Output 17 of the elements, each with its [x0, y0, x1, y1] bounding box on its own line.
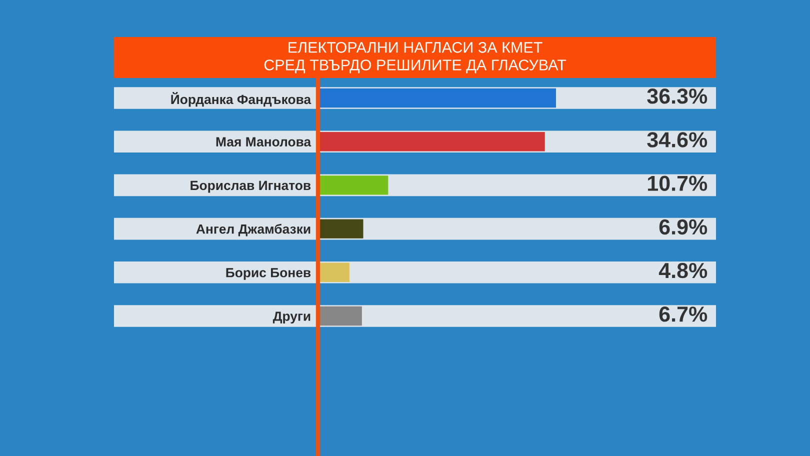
data-label: 36.3%	[647, 88, 708, 104]
bar	[318, 176, 388, 195]
y-tick-label: Мая Манолова	[216, 137, 312, 147]
data-label: 6.7%	[659, 306, 708, 322]
data-label: 10.7%	[648, 176, 708, 191]
data-label: 6.9%	[659, 219, 708, 235]
y-tick-label: Йорданка Фандъкова	[171, 92, 312, 107]
y-tick-label: Други	[272, 312, 310, 324]
y-tick-label: Борислав Игнатов	[190, 180, 311, 193]
y-tick-label: Борис Бонев	[226, 268, 311, 280]
bar	[318, 219, 364, 238]
y-tick-label: Ангел Джамбазки	[196, 224, 310, 236]
data-label: 34.6%	[647, 132, 708, 148]
data-label: 4.8%	[658, 262, 708, 278]
chart-title: ЕЛЕКТОРАЛНИ НАГЛАСИ ЗА КМЕТ СРЕД ТВЪРДО РЕШИЛИТЕ ДА ГЛАСУВАТ	[264, 42, 566, 74]
bar	[318, 262, 350, 282]
bar	[318, 306, 362, 326]
